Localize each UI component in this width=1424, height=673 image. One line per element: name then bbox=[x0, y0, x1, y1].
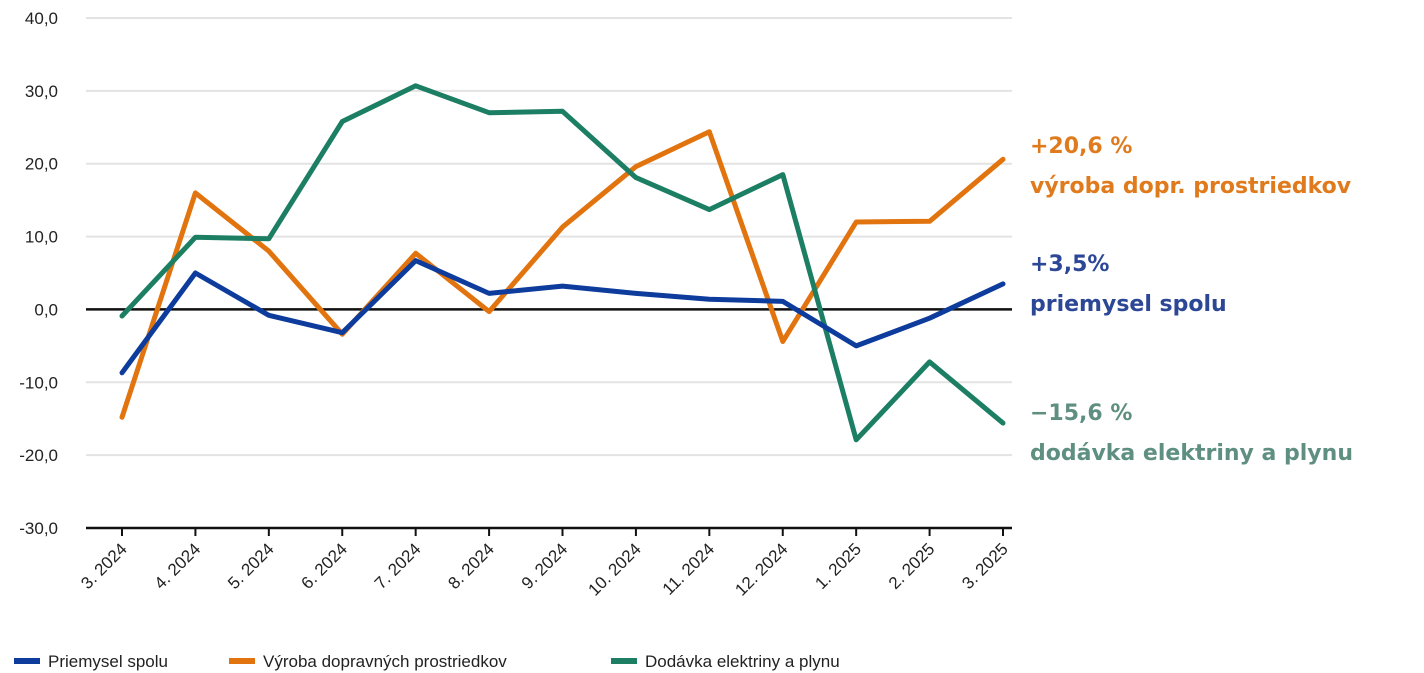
x-axis-ticks: 3. 2024 4. 2024 5. 2024 6. 2024 7. 2024 8. 20… bbox=[77, 528, 1012, 600]
y-tick-label: 20,0 bbox=[25, 155, 58, 174]
legend-label: Výroba dopravných prostriedkov bbox=[263, 652, 507, 671]
annotation-label: priemysel spolu bbox=[1030, 292, 1227, 317]
x-tick-label: 5. 2024 bbox=[224, 539, 278, 593]
annotation-value: −15,6 % bbox=[1030, 401, 1132, 426]
x-tick-label: 9. 2024 bbox=[518, 539, 572, 593]
annotation-label: výroba dopr. prostriedkov bbox=[1030, 174, 1352, 199]
legend: Priemysel spolu Výroba dopravných prostri… bbox=[14, 652, 840, 671]
legend-swatch bbox=[611, 658, 637, 664]
annotation-label: dodávka elektriny a plynu bbox=[1030, 441, 1353, 466]
y-tick-label: 30,0 bbox=[25, 82, 58, 101]
series-line-1 bbox=[119, 258, 1006, 376]
y-tick-label: 10,0 bbox=[25, 228, 58, 247]
x-tick-label: 3. 2024 bbox=[77, 539, 131, 593]
grid-lines bbox=[86, 17, 1012, 530]
x-tick-label: 12. 2024 bbox=[731, 539, 791, 599]
series-lines bbox=[119, 83, 1006, 443]
y-tick-label: 40,0 bbox=[25, 9, 58, 28]
x-tick-label: 6. 2024 bbox=[298, 539, 352, 593]
y-tick-label: 0,0 bbox=[34, 300, 58, 319]
x-tick-label: 3. 2025 bbox=[958, 539, 1012, 593]
legend-swatch bbox=[229, 658, 255, 664]
series-line-2 bbox=[119, 129, 1006, 420]
annotation-value: +3,5% bbox=[1030, 252, 1109, 277]
x-tick-label: 10. 2024 bbox=[585, 539, 645, 599]
legend-swatch bbox=[14, 658, 40, 664]
x-tick-label: 8. 2024 bbox=[444, 539, 498, 593]
y-tick-label: -30,0 bbox=[19, 519, 58, 538]
y-tick-label: -20,0 bbox=[19, 446, 58, 465]
x-tick-label: 4. 2024 bbox=[151, 539, 205, 593]
y-tick-label: -10,0 bbox=[19, 373, 58, 392]
legend-label: Dodávka elektriny a plynu bbox=[645, 652, 840, 671]
x-tick-label: 2. 2025 bbox=[885, 539, 939, 593]
annotations: +20,6 % výroba dopr. prostriedkov +3,5% pri… bbox=[1030, 134, 1353, 466]
x-tick-label: 7. 2024 bbox=[371, 539, 425, 593]
x-tick-label: 11. 2024 bbox=[659, 539, 718, 598]
x-tick-label: 1. 2025 bbox=[811, 539, 865, 593]
annotation-value: +20,6 % bbox=[1030, 134, 1132, 159]
y-axis-ticks: 40,0 30,0 20,0 10,0 0,0 -10,0 -20,0 -30,0 bbox=[19, 9, 58, 538]
series-line-3 bbox=[119, 83, 1006, 443]
legend-label: Priemysel spolu bbox=[48, 652, 168, 671]
